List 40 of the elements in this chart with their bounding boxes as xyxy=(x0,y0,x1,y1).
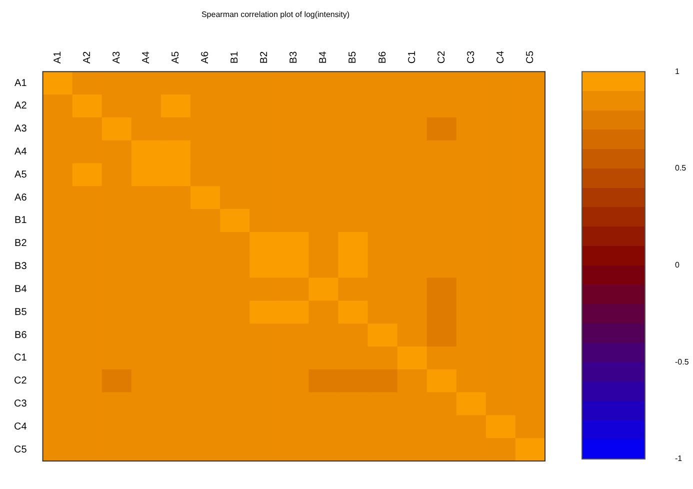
x-tick-label: B2 xyxy=(259,50,270,64)
y-tick-label: A3 xyxy=(14,124,28,135)
x-tick-label: B1 xyxy=(230,50,241,64)
y-tick-label: B5 xyxy=(14,306,28,318)
y-tick-label: A4 xyxy=(14,146,28,158)
x-tick-label: C2 xyxy=(436,50,448,64)
y-tick-label: A2 xyxy=(14,100,28,112)
color-bar-label: 0 xyxy=(675,260,680,270)
x-tick-label: B3 xyxy=(288,50,300,64)
y-tick-label: C4 xyxy=(14,421,28,432)
x-tick-label: C3 xyxy=(466,50,477,64)
color-bar-label: -0.5 xyxy=(675,357,690,366)
color-bar-label: 0.5 xyxy=(675,164,687,173)
y-tick-label: C2 xyxy=(14,376,28,387)
y-tick-label: B1 xyxy=(14,215,28,226)
y-tick-label: A5 xyxy=(14,169,28,180)
x-tick-label: A4 xyxy=(140,50,152,64)
y-tick-label: C1 xyxy=(14,352,28,364)
x-tick-label: A5 xyxy=(170,50,182,64)
y-tick-label: B4 xyxy=(14,284,28,295)
x-tick-label: A3 xyxy=(111,50,122,64)
y-tick-label: C3 xyxy=(14,398,28,410)
y-tick-label: C5 xyxy=(14,444,28,456)
color-bar-label: -1 xyxy=(675,454,683,464)
x-tick-label: C5 xyxy=(524,50,536,64)
x-tick-label: A6 xyxy=(200,50,212,64)
y-tick-label: B6 xyxy=(14,330,28,341)
x-tick-label: B4 xyxy=(318,50,330,64)
y-tick-label: B2 xyxy=(14,238,28,250)
y-tick-label: A1 xyxy=(14,78,28,89)
y-tick-label: A6 xyxy=(14,192,28,204)
x-tick-label: C4 xyxy=(495,50,506,64)
x-tick-label: A1 xyxy=(52,50,64,64)
chart-title: Spearman correlation plot of log(intensity) xyxy=(201,10,350,20)
x-tick-label: A2 xyxy=(82,50,93,64)
x-tick-label: C1 xyxy=(406,50,418,64)
y-tick-label: B3 xyxy=(14,261,28,272)
x-tick-label: B6 xyxy=(377,50,388,64)
x-tick-label: B5 xyxy=(348,50,359,64)
color-bar-label: 1 xyxy=(675,66,680,76)
